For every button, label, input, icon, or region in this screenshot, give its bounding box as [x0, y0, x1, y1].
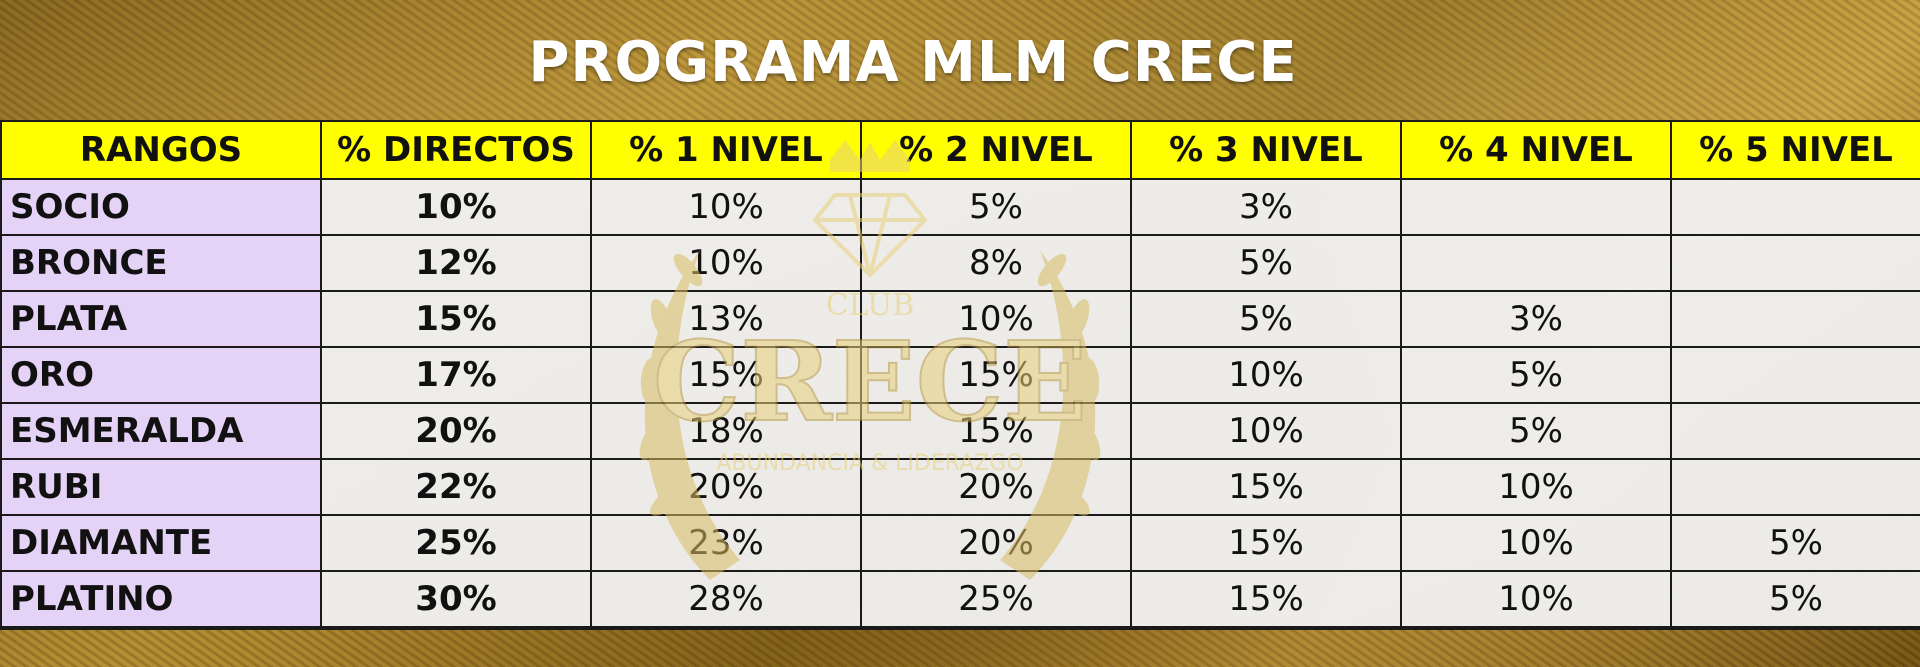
value-cell: 10%: [1400, 570, 1672, 629]
value-cell: 5%: [1130, 234, 1402, 292]
value-cell: 12%: [320, 234, 592, 292]
value-cell: 5%: [1670, 570, 1920, 629]
value-cell: [1670, 458, 1920, 516]
value-cell: 23%: [590, 514, 862, 572]
table-row: DIAMANTE 25% 23% 20% 15% 10% 5%: [0, 514, 1920, 572]
value-cell: 10%: [1130, 402, 1402, 460]
rank-cell: RUBI: [0, 458, 322, 516]
rank-cell: BRONCE: [0, 234, 322, 292]
value-cell: 28%: [590, 570, 862, 629]
value-cell: 25%: [320, 514, 592, 572]
value-cell: 10%: [1130, 346, 1402, 404]
value-cell: 20%: [860, 514, 1132, 572]
page-title: PROGRAMA MLM CRECE: [528, 30, 1298, 95]
value-cell: [1670, 234, 1920, 292]
value-cell: [1670, 178, 1920, 236]
rank-cell: ORO: [0, 346, 322, 404]
value-cell: 15%: [1130, 514, 1402, 572]
value-cell: 15%: [1130, 458, 1402, 516]
table-row: ESMERALDA 20% 18% 15% 10% 5%: [0, 402, 1920, 460]
value-cell: [1400, 178, 1672, 236]
value-cell: 8%: [860, 234, 1132, 292]
header-nivel-4: % 4 NIVEL: [1400, 120, 1672, 180]
value-cell: 5%: [860, 178, 1132, 236]
value-cell: 5%: [1130, 290, 1402, 348]
rank-cell: SOCIO: [0, 178, 322, 236]
value-cell: 10%: [590, 234, 862, 292]
value-cell: 10%: [860, 290, 1132, 348]
value-cell: 20%: [590, 458, 862, 516]
table-header-row: RANGOS % DIRECTOS % 1 NIVEL % 2 NIVEL % …: [0, 120, 1920, 180]
value-cell: 22%: [320, 458, 592, 516]
value-cell: [1670, 346, 1920, 404]
value-cell: 25%: [860, 570, 1132, 629]
value-cell: 15%: [860, 346, 1132, 404]
header-directos: % DIRECTOS: [320, 120, 592, 180]
value-cell: 13%: [590, 290, 862, 348]
rank-cell: PLATINO: [0, 570, 322, 629]
value-cell: 5%: [1670, 514, 1920, 572]
header-rangos: RANGOS: [0, 120, 322, 180]
value-cell: 10%: [1400, 458, 1672, 516]
value-cell: 15%: [860, 402, 1132, 460]
header-nivel-3: % 3 NIVEL: [1130, 120, 1402, 180]
value-cell: [1670, 402, 1920, 460]
value-cell: 15%: [1130, 570, 1402, 629]
value-cell: 30%: [320, 570, 592, 629]
value-cell: 5%: [1400, 402, 1672, 460]
rank-cell: PLATA: [0, 290, 322, 348]
value-cell: 18%: [590, 402, 862, 460]
value-cell: 3%: [1400, 290, 1672, 348]
value-cell: 10%: [590, 178, 862, 236]
value-cell: 10%: [320, 178, 592, 236]
header-nivel-1: % 1 NIVEL: [590, 120, 862, 180]
table-row: SOCIO 10% 10% 5% 3%: [0, 178, 1920, 236]
value-cell: 3%: [1130, 178, 1402, 236]
header-nivel-2: % 2 NIVEL: [860, 120, 1132, 180]
value-cell: 15%: [590, 346, 862, 404]
rank-cell: DIAMANTE: [0, 514, 322, 572]
value-cell: 20%: [320, 402, 592, 460]
value-cell: [1670, 290, 1920, 348]
rank-cell: ESMERALDA: [0, 402, 322, 460]
value-cell: 20%: [860, 458, 1132, 516]
commission-table: RANGOS % DIRECTOS % 1 NIVEL % 2 NIVEL % …: [0, 120, 1920, 630]
value-cell: 15%: [320, 290, 592, 348]
value-cell: 10%: [1400, 514, 1672, 572]
table-row: PLATINO 30% 28% 25% 15% 10% 5%: [0, 570, 1920, 629]
table-row: RUBI 22% 20% 20% 15% 10%: [0, 458, 1920, 516]
value-cell: [1400, 234, 1672, 292]
table-row: ORO 17% 15% 15% 10% 5%: [0, 346, 1920, 404]
value-cell: 5%: [1400, 346, 1672, 404]
value-cell: 17%: [320, 346, 592, 404]
header-nivel-5: % 5 NIVEL: [1670, 120, 1920, 180]
table-row: PLATA 15% 13% 10% 5% 3%: [0, 290, 1920, 348]
table-row: BRONCE 12% 10% 8% 5%: [0, 234, 1920, 292]
